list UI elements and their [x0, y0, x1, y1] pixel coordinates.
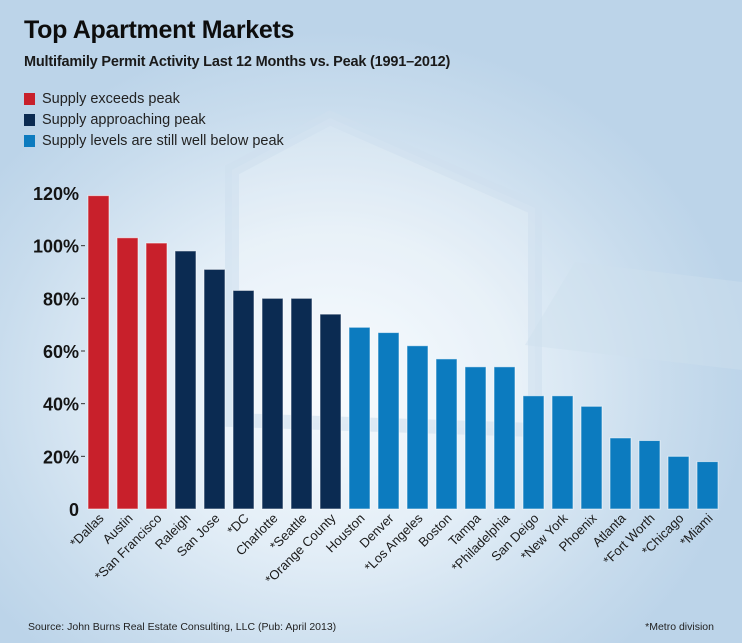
bar	[609, 437, 632, 510]
bar	[116, 237, 139, 510]
bar	[435, 358, 458, 510]
bar	[696, 461, 719, 510]
legend-label: Supply approaching peak	[42, 111, 206, 128]
bar	[174, 250, 197, 510]
bars	[87, 195, 719, 510]
x-tick-label: Boston	[415, 511, 454, 550]
bar	[377, 332, 400, 510]
legend-item-below: Supply levels are still well below peak	[24, 130, 284, 151]
bar	[203, 268, 226, 510]
legend-item-approaching: Supply approaching peak	[24, 109, 284, 130]
y-tick-label: 40%	[43, 395, 79, 415]
y-tick-label: 100%	[33, 237, 79, 257]
legend-swatch-exceeds	[24, 92, 35, 105]
bar	[87, 195, 110, 510]
bar	[551, 395, 574, 510]
y-axis: 0 20% 40% 60% 80% 100% 120%	[33, 184, 85, 520]
y-tick-label: 20%	[43, 447, 79, 467]
metro-division-note: *Metro division	[645, 621, 714, 633]
x-tick-label: *Miami	[677, 510, 716, 549]
bar	[493, 366, 516, 510]
legend-item-exceeds: Supply exceeds peak	[24, 88, 284, 109]
bar	[580, 405, 603, 510]
bar	[290, 297, 313, 510]
chart-title: Top Apartment Markets	[24, 16, 295, 44]
legend: Supply exceeds peak Supply approaching p…	[24, 88, 284, 151]
legend-swatch-below	[24, 134, 35, 147]
y-tick-label: 80%	[43, 289, 79, 309]
y-tick-label: 120%	[33, 184, 79, 204]
bar	[406, 345, 429, 510]
bar	[145, 242, 168, 510]
chart-subtitle: Multifamily Permit Activity Last 12 Mont…	[24, 54, 451, 70]
legend-label: Supply levels are still well below peak	[42, 132, 284, 149]
y-tick-label: 60%	[43, 342, 79, 362]
bar	[638, 440, 661, 510]
legend-label: Supply exceeds peak	[42, 90, 180, 107]
bar	[667, 455, 690, 510]
bar	[232, 289, 255, 510]
source-note: Source: John Burns Real Estate Consultin…	[28, 621, 337, 633]
bar	[464, 366, 487, 510]
bar	[261, 297, 284, 510]
legend-swatch-approaching	[24, 113, 35, 126]
bar	[522, 395, 545, 510]
bar	[348, 326, 371, 510]
y-tick-label: 0	[69, 500, 79, 520]
bar	[319, 313, 342, 510]
